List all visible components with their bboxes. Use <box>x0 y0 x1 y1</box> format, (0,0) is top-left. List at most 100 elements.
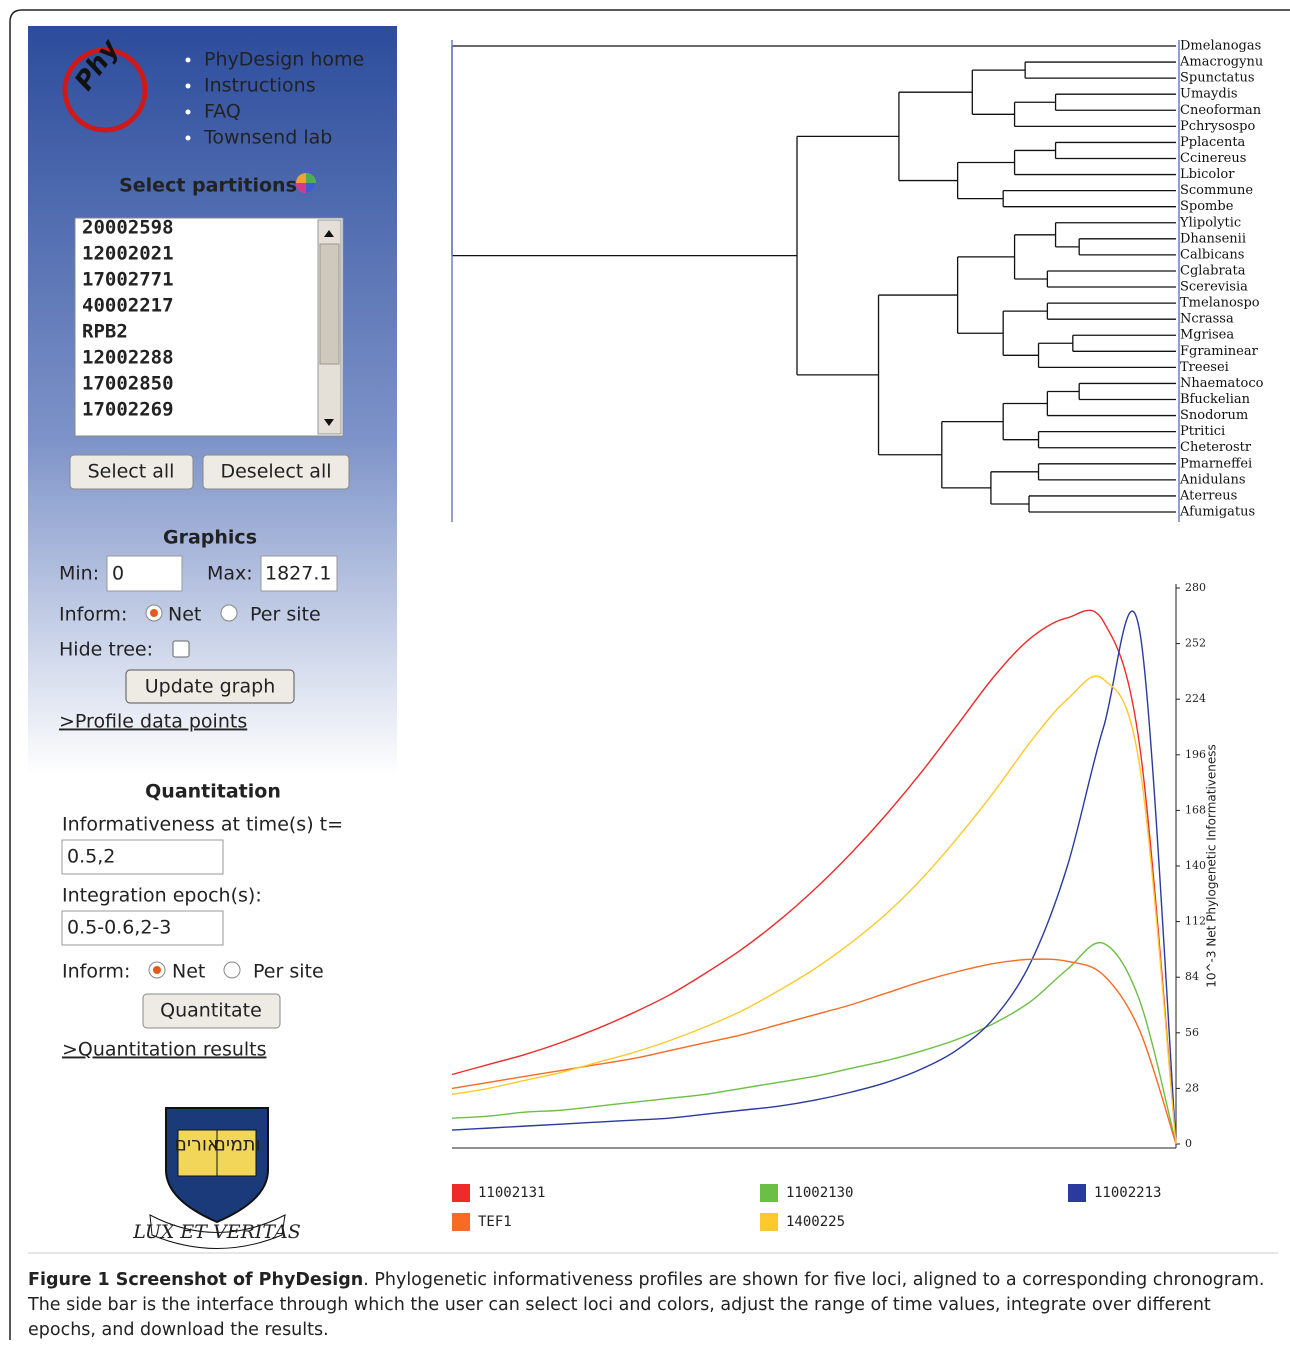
bullet <box>186 84 191 89</box>
partition-item[interactable]: 17002850 <box>82 373 174 395</box>
section-title: Select partitions <box>119 175 297 197</box>
taxon-label: Umaydis <box>1180 87 1238 102</box>
button-label: Select all <box>88 461 175 483</box>
checkbox[interactable] <box>173 641 189 657</box>
taxon-label: Lbicolor <box>1180 167 1235 182</box>
legend-label: TEF1 <box>478 1214 512 1230</box>
label: Max: <box>207 563 253 585</box>
y-tick-label: 56 <box>1185 1026 1199 1039</box>
taxon-label: Mgrisea <box>1180 328 1234 343</box>
y-tick-label: 140 <box>1185 859 1206 872</box>
radio[interactable] <box>221 605 237 621</box>
taxon-label: Fgraminear <box>1180 344 1259 359</box>
nav-link[interactable]: FAQ <box>204 101 241 123</box>
label: Hide tree: <box>59 639 153 661</box>
nav-link[interactable]: PhyDesign home <box>204 49 364 71</box>
label: Inform: <box>62 961 130 983</box>
partition-item[interactable]: 20002598 <box>82 217 174 239</box>
partition-item[interactable]: RPB2 <box>82 321 128 343</box>
partition-item[interactable]: 17002269 <box>82 399 174 421</box>
taxon-label: Pplacenta <box>1180 135 1246 150</box>
taxon-label: Cheterostr <box>1180 440 1252 455</box>
crest-text: ותמים <box>213 1134 260 1156</box>
label: Per site <box>250 604 321 626</box>
partition-item[interactable]: 17002771 <box>82 269 174 291</box>
series-line <box>452 611 1176 1144</box>
legend-label: 1400225 <box>786 1214 845 1230</box>
taxon-label: Spunctatus <box>1180 71 1255 86</box>
y-tick-label: 84 <box>1185 970 1199 983</box>
taxon-label: Scerevisia <box>1180 280 1248 295</box>
bullet <box>186 58 191 63</box>
taxon-label: Ylipolytic <box>1179 215 1241 230</box>
y-tick-label: 0 <box>1185 1137 1192 1150</box>
caption-label: Figure 1 Screenshot of PhyDesign <box>28 1270 363 1290</box>
taxon-label: Pchrysospo <box>1180 119 1255 134</box>
series-line <box>452 610 1176 1144</box>
taxon-label: Spombe <box>1180 199 1234 214</box>
label: Informativeness at time(s) t= <box>62 814 343 836</box>
caption: Figure 1 Screenshot of PhyDesign. Phylog… <box>28 1268 1268 1343</box>
button-label: Quantitate <box>160 1000 262 1022</box>
taxon-label: Cneoforman <box>1180 103 1262 118</box>
taxon-label: Afumigatus <box>1179 505 1255 520</box>
taxon-label: Calbicans <box>1180 247 1244 262</box>
label: Min: <box>59 563 99 585</box>
taxon-label: Snodorum <box>1180 408 1248 423</box>
radio[interactable] <box>224 962 240 978</box>
taxon-label: Amacrogynu <box>1179 55 1263 70</box>
partition-item[interactable]: 12002021 <box>82 243 174 265</box>
input-value: 1827.1 <box>265 563 331 585</box>
label: Net <box>168 604 201 626</box>
taxon-label: Dhansenii <box>1180 231 1246 246</box>
y-tick-label: 112 <box>1185 915 1206 928</box>
taxon-label: Anidulans <box>1179 472 1246 487</box>
taxon-label: Bfuckelian <box>1180 392 1251 407</box>
input-value: 0 <box>112 563 124 585</box>
taxon-label: Treesei <box>1180 360 1229 375</box>
legend-swatch <box>452 1184 470 1202</box>
taxon-label: Aterreus <box>1179 488 1237 503</box>
partition-item[interactable]: 40002217 <box>82 295 174 317</box>
button-label: Deselect all <box>220 461 331 483</box>
y-tick-label: 168 <box>1185 803 1206 816</box>
y-axis-label: 10^-3 Net Phylogenetic Informativeness <box>1205 744 1219 988</box>
legend-swatch <box>1068 1184 1086 1202</box>
label: Inform: <box>59 604 127 626</box>
partition-item[interactable]: 12002288 <box>82 347 174 369</box>
page: Phy PhyDesign homeInstructionsFAQTownsen… <box>0 0 1290 1346</box>
section-title: Quantitation <box>145 781 281 803</box>
taxon-label: Ptritici <box>1180 424 1225 439</box>
taxon-label: Pmarneffei <box>1180 456 1252 471</box>
taxon-label: Ccinereus <box>1180 151 1246 166</box>
label: Integration epoch(s): <box>62 885 262 907</box>
section-title: Graphics <box>163 527 257 549</box>
taxon-label: Nhaematoco <box>1180 376 1264 391</box>
legend-swatch <box>760 1213 778 1231</box>
input-value: 0.5,2 <box>67 846 115 868</box>
y-tick-label: 196 <box>1185 748 1206 761</box>
legend-swatch <box>452 1213 470 1231</box>
nav-link[interactable]: Instructions <box>204 75 316 97</box>
series-line <box>452 959 1176 1144</box>
legend-swatch <box>760 1184 778 1202</box>
link[interactable]: >Quantitation results <box>62 1039 267 1061</box>
button-label: Update graph <box>145 676 275 698</box>
label: Net <box>172 961 205 983</box>
link[interactable]: >Profile data points <box>59 711 247 733</box>
nav-link[interactable]: Townsend lab <box>203 127 332 149</box>
y-tick-label: 280 <box>1185 581 1206 594</box>
y-tick-label: 252 <box>1185 637 1206 650</box>
crest-motto: LUX ET VERITAS <box>132 1221 301 1243</box>
taxon-label: Cglabrata <box>1180 263 1246 278</box>
screenshot: Phy PhyDesign homeInstructionsFAQTownsen… <box>0 0 1290 1346</box>
taxon-label: Ncrassa <box>1180 312 1234 327</box>
bullet <box>186 136 191 141</box>
y-tick-label: 224 <box>1185 692 1206 705</box>
taxon-label: Tmelanospo <box>1180 296 1260 311</box>
legend-label: 11002213 <box>1094 1185 1161 1201</box>
series-line <box>452 676 1176 1144</box>
label: Per site <box>253 961 324 983</box>
input-value: 0.5-0.6,2-3 <box>67 917 171 939</box>
legend-label: 11002130 <box>786 1185 853 1201</box>
